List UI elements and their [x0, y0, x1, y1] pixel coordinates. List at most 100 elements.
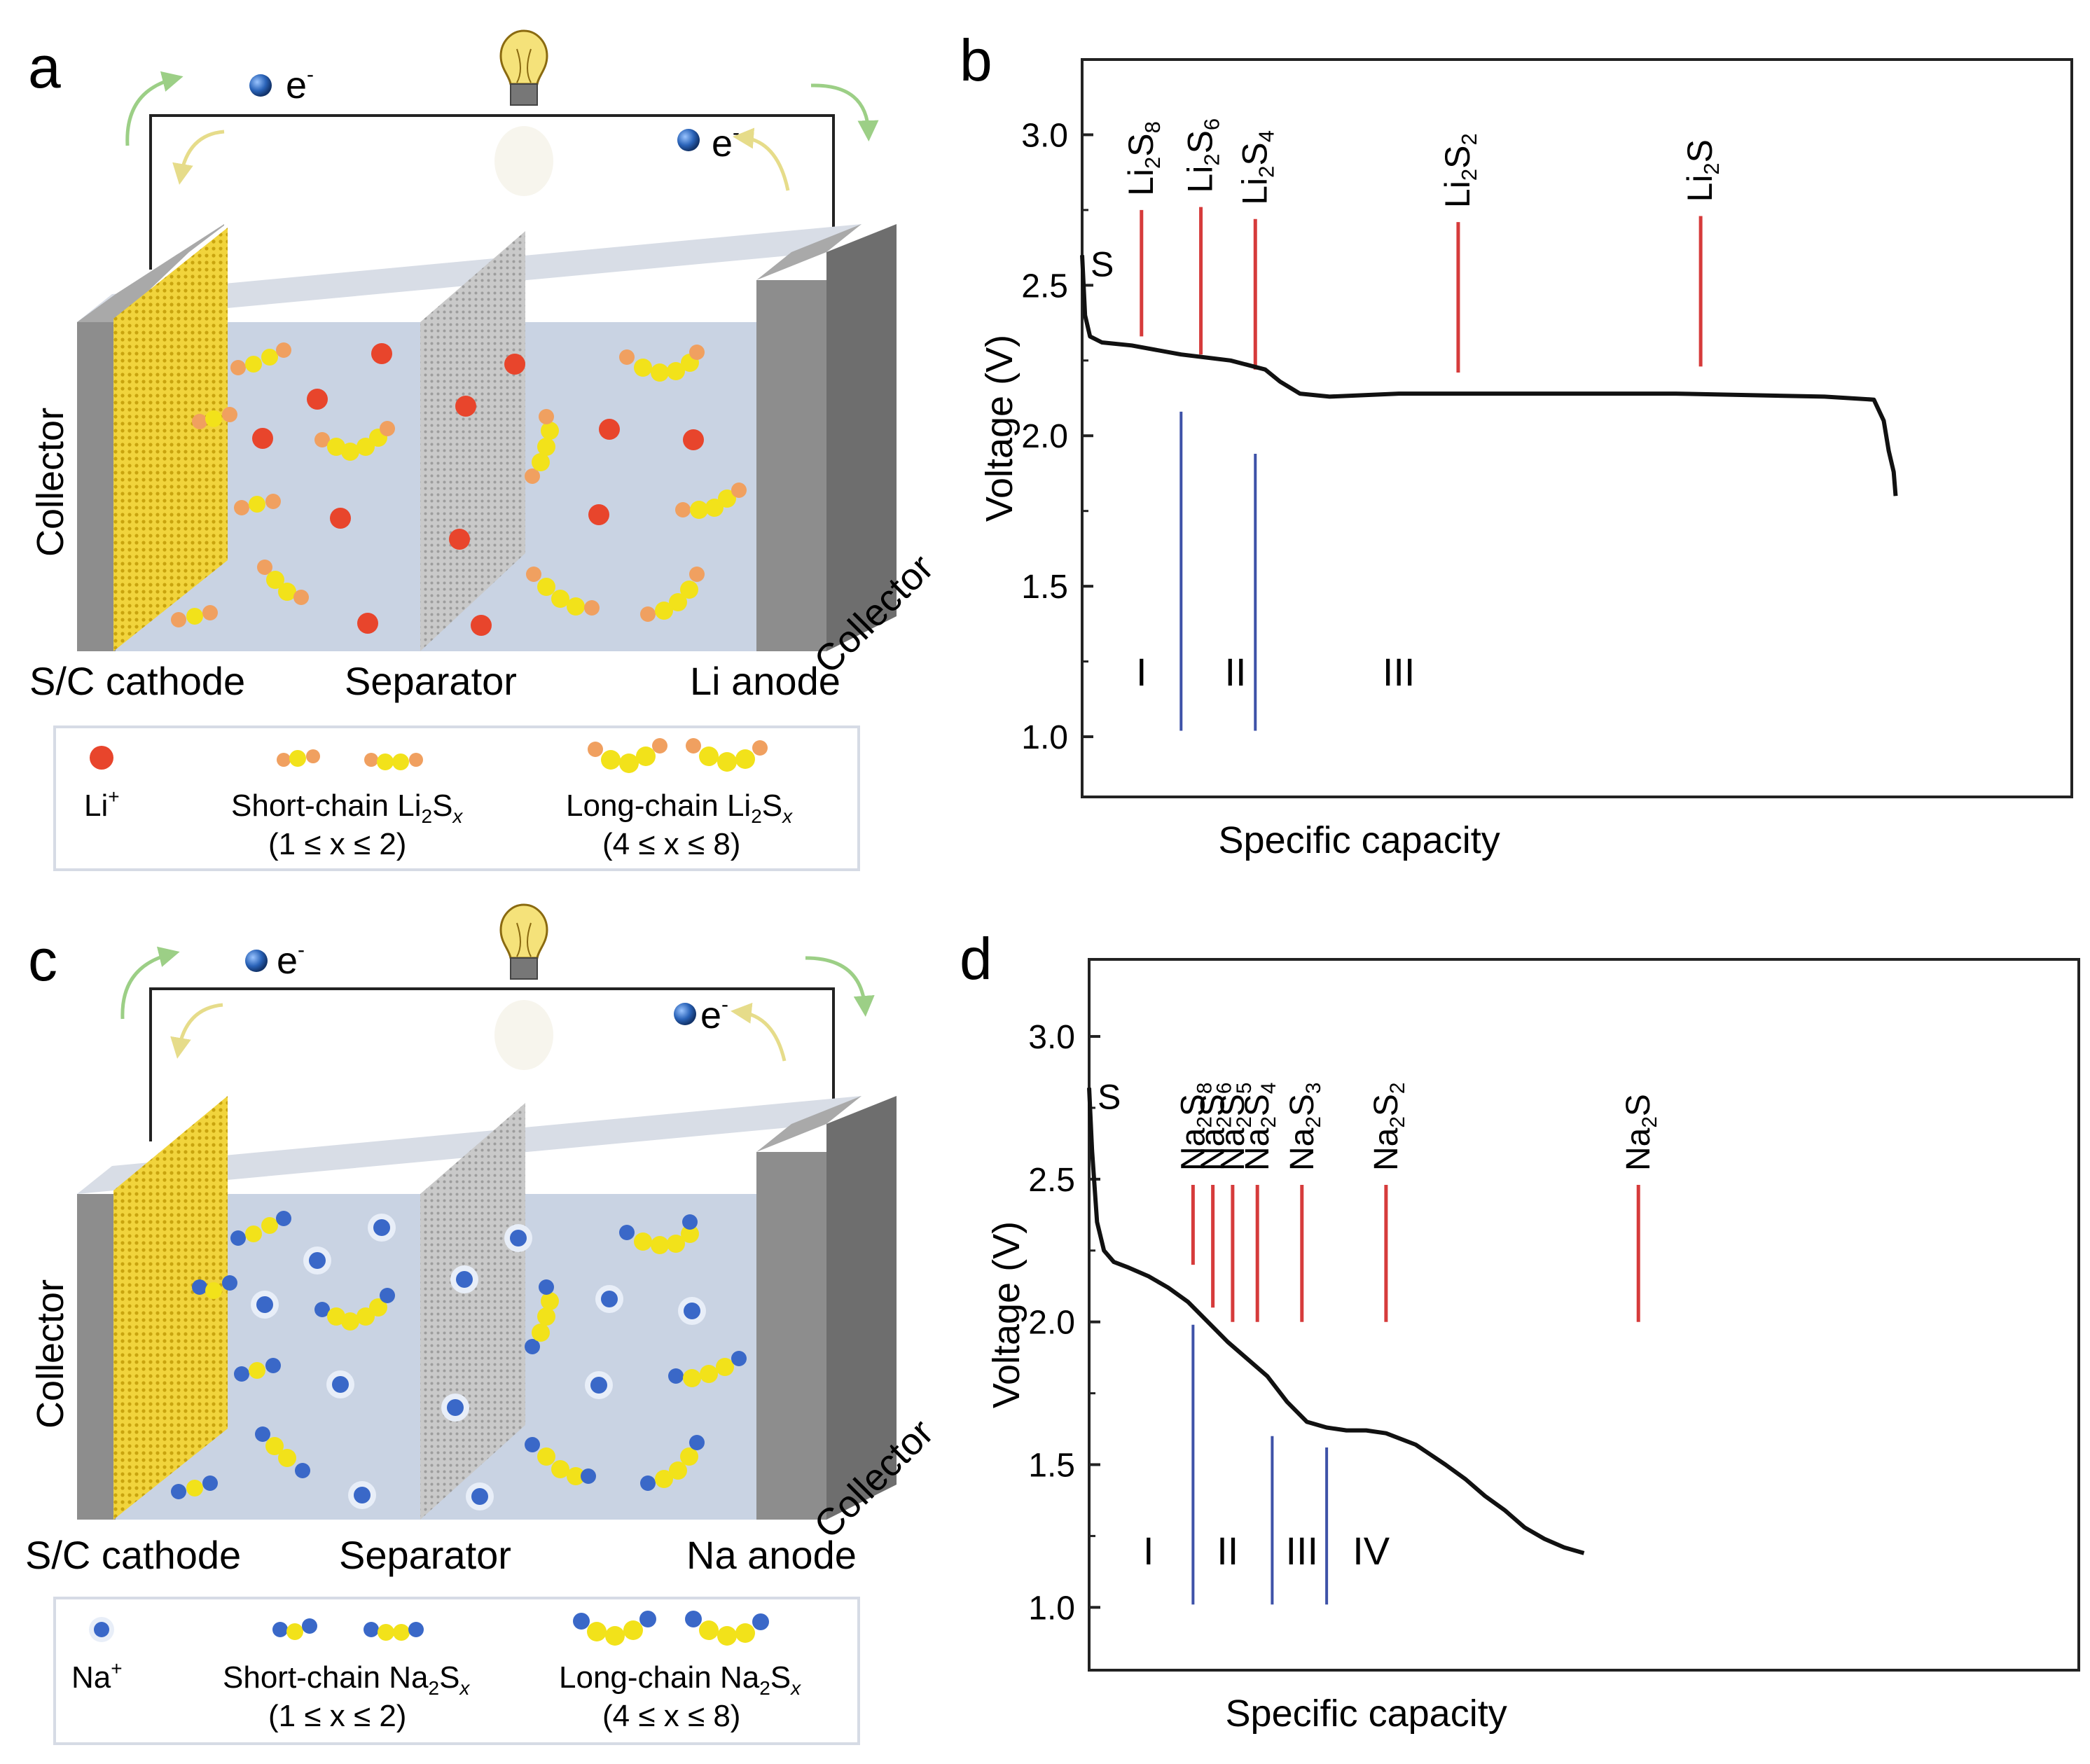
ion	[450, 1265, 478, 1293]
legend-short-chain-icon	[277, 749, 423, 770]
region-label: III	[1383, 650, 1416, 694]
ion	[252, 428, 273, 449]
electron-left-text: e	[277, 940, 298, 982]
right-collector-plate	[756, 280, 826, 651]
long-chain	[525, 1437, 596, 1485]
legend-ion-sup: +	[111, 1658, 122, 1679]
x-axis-label: Specific capacity	[1226, 1693, 1507, 1735]
species-label: Na2S5	[1214, 1083, 1256, 1171]
arrow-yellow-right	[733, 127, 790, 191]
short-chain	[234, 1358, 281, 1382]
ion	[585, 1371, 613, 1399]
collector-left-label: Collector	[29, 408, 71, 557]
plot-frame	[1088, 958, 2080, 1672]
long-chain	[526, 567, 600, 616]
region-label: I	[1143, 1529, 1154, 1573]
left-collector-plate	[77, 1194, 116, 1520]
electron-left-sup: -	[298, 938, 305, 961]
collector-left-label: Collector	[29, 1279, 71, 1429]
arrow-yellow-left	[170, 1003, 223, 1059]
electron-right-sup: -	[733, 121, 740, 144]
arrow-green-right	[805, 956, 875, 1017]
external-circuit-wire	[149, 987, 835, 1141]
electron-right-sup: -	[721, 993, 728, 1016]
svg-text:e-: e-	[712, 121, 740, 165]
panel-c-letter: c	[28, 927, 57, 993]
electron-right: e-	[677, 121, 740, 165]
ion	[504, 1224, 532, 1252]
electron-right: e-	[674, 993, 728, 1036]
region-label: II	[1217, 1529, 1238, 1573]
ion	[449, 529, 470, 550]
short-chain	[234, 494, 281, 515]
y-tick-label: 1.5	[1021, 569, 1068, 606]
y-tick-label: 2.5	[1028, 1162, 1075, 1199]
legend-ion-text: Li	[84, 789, 108, 823]
short-chain	[192, 1275, 237, 1299]
y-axis-label: Voltage (V)	[985, 1221, 1027, 1408]
electron-left-sup: -	[307, 63, 314, 86]
long-chain	[525, 409, 559, 484]
arrow-yellow-left	[172, 130, 225, 185]
lightbulb-icon	[494, 903, 553, 1070]
electron-right-text: e	[712, 123, 733, 165]
cathode-plate	[113, 228, 228, 651]
species-label: Na2S6	[1195, 1083, 1236, 1171]
panel-b-letter: b	[960, 27, 992, 93]
svg-text:Long-chain Na2Sx: Long-chain Na2Sx	[559, 1660, 801, 1699]
electron-right-icon	[674, 1003, 696, 1025]
legend-short-text: Short-chain Li	[231, 789, 421, 823]
electron-right-text: e	[700, 994, 721, 1036]
ion	[471, 615, 492, 636]
ion	[326, 1370, 354, 1398]
svg-text:Short-chain Na2Sx: Short-chain Na2Sx	[223, 1660, 470, 1699]
discharge-curve	[1080, 255, 1898, 496]
svg-text:e-: e-	[286, 63, 314, 106]
right-collector-side	[826, 224, 897, 651]
ion	[678, 1297, 706, 1325]
panel-a-battery-schematic: a e- e-	[28, 29, 941, 871]
legend-long-chain-icon	[573, 1611, 769, 1646]
y-tick-label: 3.0	[1021, 117, 1068, 154]
right-collector-side	[826, 1096, 897, 1520]
legend-short-chain-icon	[272, 1618, 424, 1641]
species-label: Li2S	[1680, 139, 1724, 202]
region-label: II	[1224, 650, 1246, 694]
species-label: Na2S2	[1368, 1083, 1409, 1171]
electron-right-icon	[677, 129, 700, 151]
ion	[595, 1285, 623, 1313]
ion	[683, 429, 704, 450]
discharge-curve	[1087, 1088, 1585, 1555]
legend-box	[53, 1597, 860, 1745]
arrow-green-left	[120, 946, 180, 1020]
cathode-label: S/C cathode	[29, 659, 245, 703]
legend-long-text: Long-chain Na	[559, 1660, 760, 1695]
ion	[330, 508, 351, 529]
curve-start-label: S	[1098, 1077, 1121, 1116]
long-chain	[619, 1214, 699, 1254]
separator-label: Separator	[345, 659, 517, 703]
ion	[455, 396, 476, 417]
long-chain	[314, 1288, 395, 1331]
external-circuit-wire	[149, 114, 835, 270]
ion	[357, 613, 378, 634]
long-chain	[675, 482, 747, 519]
electron-left-icon	[249, 74, 272, 97]
legend-box	[53, 725, 860, 871]
y-tick-label: 3.0	[1028, 1019, 1075, 1056]
short-chain	[171, 605, 218, 627]
panel-c-particles	[171, 1211, 747, 1510]
panel-b-voltage-chart: 3.0 2.5 2.0 1.5 1.0 Specific capacity Voltage …	[978, 58, 2073, 861]
lightbulb-icon	[494, 29, 553, 196]
y-tick-label: 2.5	[1021, 268, 1068, 305]
long-chain	[314, 421, 395, 461]
ion	[368, 1214, 396, 1242]
panel-a-letter: a	[28, 34, 61, 100]
short-chain	[171, 1475, 218, 1499]
arrow-yellow-right	[731, 1002, 787, 1062]
legend-short-text: Short-chain Na	[223, 1660, 429, 1695]
cell-top-face	[77, 224, 861, 322]
y-tick-label: 2.0	[1021, 418, 1068, 455]
ion	[251, 1291, 279, 1319]
